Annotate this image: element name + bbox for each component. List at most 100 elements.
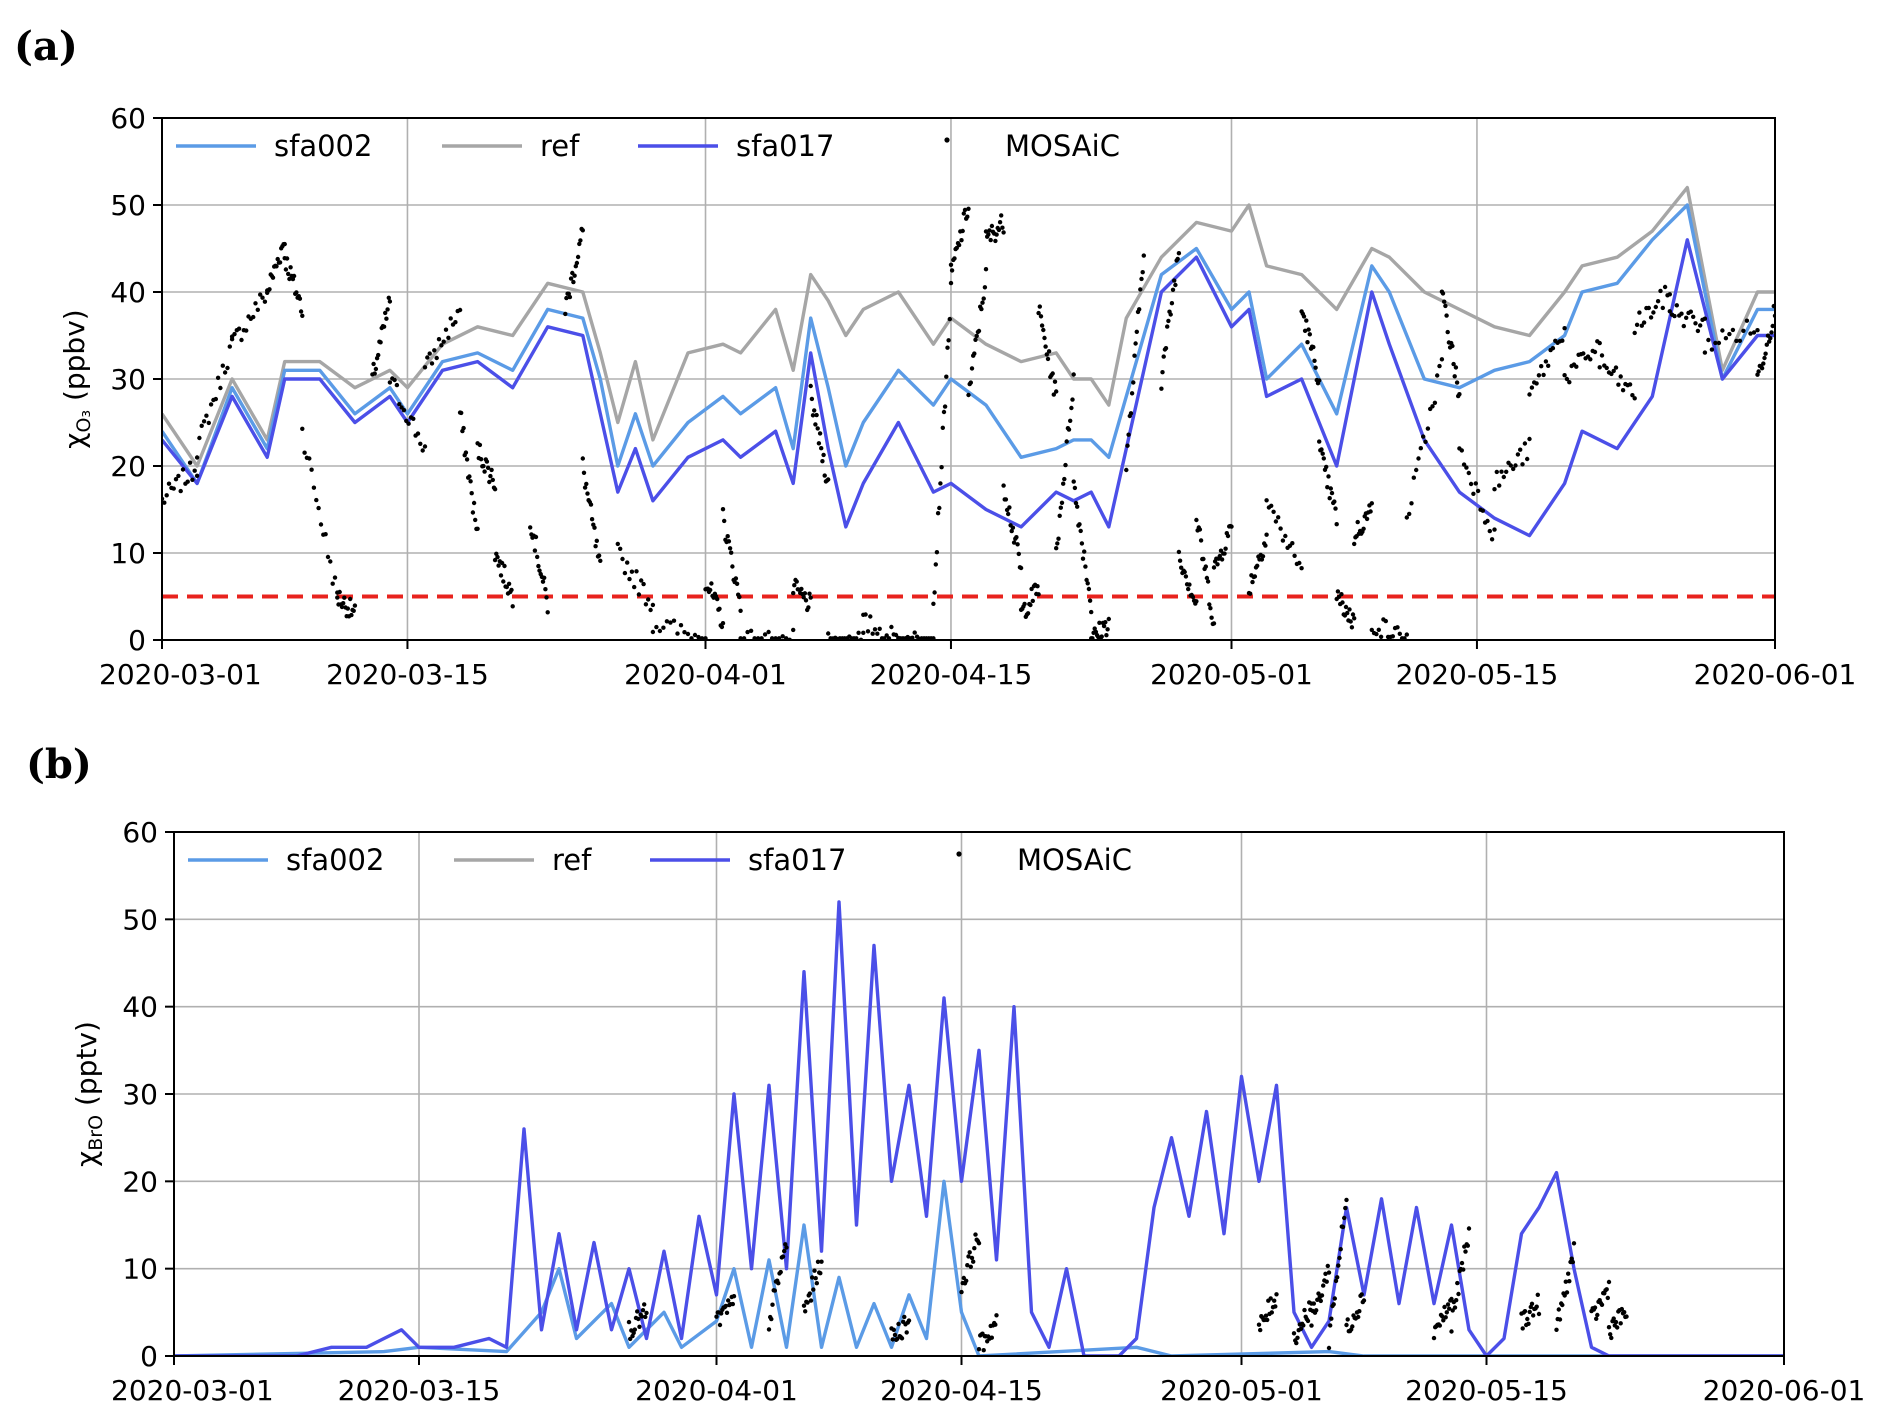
data-point [1103, 620, 1108, 625]
data-point [1176, 549, 1182, 555]
data-point [1305, 340, 1310, 345]
data-point [1359, 1292, 1364, 1297]
data-point [1468, 481, 1474, 487]
data-point [1324, 1279, 1329, 1284]
data-point [298, 309, 304, 314]
legend-swatch-MOSAiC [944, 137, 950, 143]
data-point [725, 534, 730, 539]
data-point [173, 477, 179, 482]
data-point [190, 477, 195, 482]
data-point [1560, 338, 1565, 343]
data-point [1177, 558, 1183, 563]
data-point [1450, 343, 1455, 349]
data-point [1624, 1314, 1629, 1319]
data-point [1105, 627, 1110, 632]
data-point [1001, 483, 1006, 488]
data-point [323, 532, 328, 537]
data-point [993, 238, 998, 244]
data-point [1539, 364, 1544, 369]
data-point [976, 1241, 982, 1246]
data-point [808, 595, 813, 600]
data-point [812, 1268, 817, 1273]
data-point [696, 634, 701, 640]
data-point [626, 1319, 632, 1325]
data-point [436, 337, 442, 342]
data-point [1187, 582, 1192, 587]
data-point [1679, 311, 1684, 316]
data-point [1492, 487, 1497, 492]
data-point [952, 256, 957, 261]
data-point [730, 1301, 735, 1307]
data-point [383, 310, 388, 316]
data-point [1264, 532, 1269, 537]
data-point [1751, 330, 1757, 335]
data-point [571, 279, 576, 285]
data-point [164, 493, 169, 498]
legend-label-ref: ref [552, 843, 592, 877]
data-point [717, 606, 722, 611]
data-point [504, 584, 509, 590]
data-point [592, 525, 597, 530]
data-point [575, 254, 581, 260]
data-point [1055, 541, 1060, 546]
data-point [1361, 526, 1366, 531]
data-point [1204, 575, 1210, 581]
data-point [1463, 1249, 1468, 1254]
data-point [1762, 355, 1767, 361]
data-point [1071, 372, 1076, 377]
data-point [478, 457, 484, 462]
data-point [1001, 230, 1006, 235]
data-point [218, 385, 223, 391]
panel-a: (a) 2020-03-01 2020-03-15 2020-04-01 2020-04… [14, 23, 1856, 691]
data-point [762, 632, 768, 637]
data-point [1616, 382, 1621, 387]
data-point [411, 416, 416, 421]
data-point [1556, 1307, 1562, 1312]
data-point [1480, 508, 1486, 513]
data-point [1321, 1283, 1326, 1288]
data-point [648, 607, 653, 613]
data-point [1272, 1298, 1277, 1303]
data-point [1283, 533, 1288, 539]
data-point [983, 267, 989, 272]
data-point [1641, 320, 1647, 325]
data-point [582, 485, 588, 490]
data-point [1497, 483, 1502, 488]
data-point [236, 326, 242, 331]
data-point [307, 456, 312, 461]
data-point [341, 601, 346, 606]
data-point [1290, 541, 1295, 546]
data-point [1443, 303, 1448, 309]
data-point [533, 534, 539, 540]
data-point [1695, 328, 1701, 334]
data-point [1269, 503, 1274, 508]
data-point [976, 1347, 982, 1352]
data-point [594, 538, 599, 543]
data-point [1071, 479, 1076, 484]
data-point [1085, 581, 1090, 586]
data-point [801, 1303, 807, 1308]
data-point [342, 595, 347, 600]
data-point [1345, 610, 1350, 616]
data-point [912, 630, 917, 635]
data-point [185, 479, 190, 484]
series-line-sfa002 [162, 203, 1775, 486]
y-tick-label: 60 [122, 816, 158, 849]
data-point [453, 320, 458, 325]
data-point [283, 267, 289, 272]
data-point [1494, 469, 1500, 475]
data-point [932, 590, 937, 595]
data-point [1326, 1345, 1332, 1351]
data-point [1271, 509, 1276, 514]
data-point [949, 268, 955, 273]
data-point [311, 485, 317, 490]
data-point [817, 431, 823, 436]
data-point [815, 1259, 821, 1265]
data-point [780, 1254, 786, 1259]
data-point [1563, 1279, 1569, 1284]
data-point [1518, 447, 1523, 452]
data-point [734, 581, 740, 586]
data-point [1416, 456, 1421, 461]
data-point [1077, 522, 1082, 527]
data-point [820, 459, 825, 464]
